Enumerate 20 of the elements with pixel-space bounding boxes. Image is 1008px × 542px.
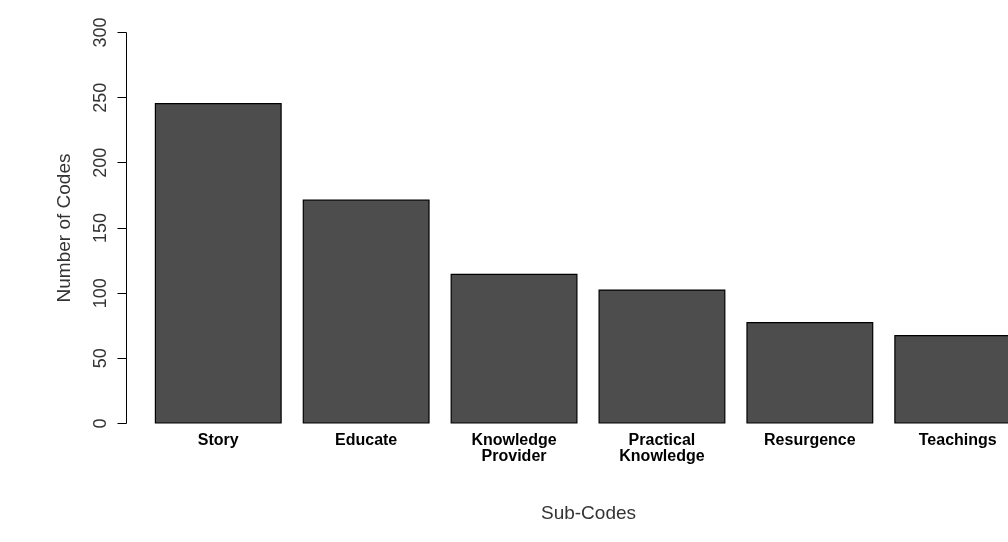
bar [746, 322, 874, 424]
x-tick-label: Knowledge Provider [471, 430, 557, 464]
x-tick-label: Teachings [918, 430, 997, 448]
bar [154, 103, 282, 424]
bar [598, 289, 726, 424]
y-tick-label: 300 [89, 17, 110, 48]
y-tick-label: 50 [89, 348, 110, 369]
y-tick-label: 0 [89, 418, 110, 429]
bar [450, 273, 578, 424]
y-tick-label: 150 [89, 212, 110, 244]
x-tick-label: Practical Knowledge [619, 430, 705, 464]
y-axis-title: Number of Codes [52, 153, 74, 303]
x-axis-title: Sub-Codes [540, 501, 637, 523]
x-tick-label: Resurgence [764, 430, 856, 448]
y-tick-label: 200 [89, 147, 110, 178]
y-tick-label: 100 [89, 278, 110, 309]
x-tick-label: Story [197, 430, 239, 448]
x-tick-label: Educate [335, 430, 398, 448]
bar [302, 199, 430, 424]
y-tick-label: 250 [89, 82, 110, 113]
